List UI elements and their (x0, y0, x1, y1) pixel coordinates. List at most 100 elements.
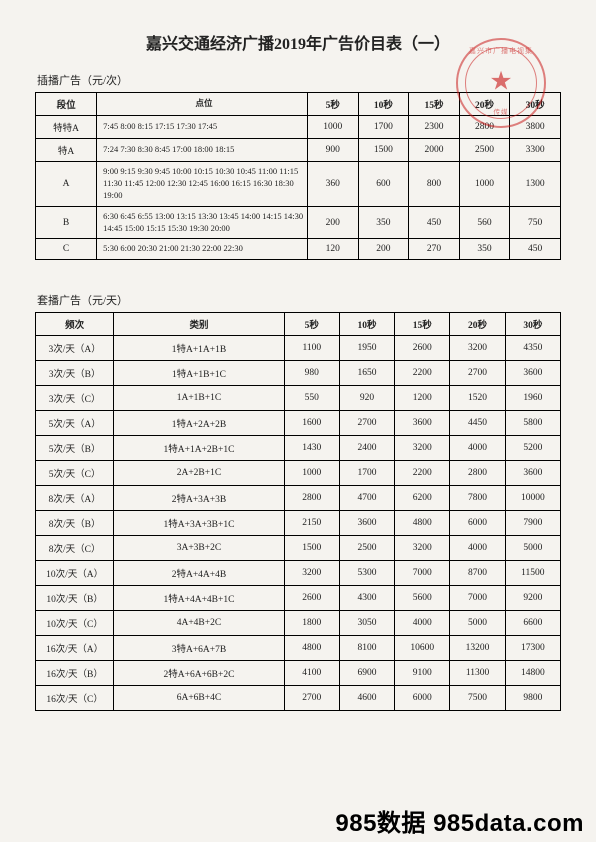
th2-20s: 20秒 (450, 313, 505, 336)
cell-freq: 8次/天（C） (36, 536, 114, 561)
th2-5s: 5秒 (284, 313, 339, 336)
cell-value: 5200 (505, 436, 560, 461)
cell-value: 4100 (284, 661, 339, 686)
cell-value: 3050 (339, 611, 394, 636)
cell-freq: 5次/天（C） (36, 461, 114, 486)
cell-value: 1000 (459, 162, 510, 207)
cell-value: 360 (307, 162, 358, 207)
cell-value: 4000 (395, 611, 450, 636)
red-seal: ★ 嘉兴市广播电视集 传媒 (456, 38, 546, 128)
cell-value: 4600 (339, 686, 394, 711)
cell-value: 4000 (450, 536, 505, 561)
cell-value: 9200 (505, 586, 560, 611)
cell-value: 11500 (505, 561, 560, 586)
cell-value: 2600 (284, 586, 339, 611)
cell-value: 11300 (450, 661, 505, 686)
cell-value: 6600 (505, 611, 560, 636)
cell-value: 6000 (395, 686, 450, 711)
cell-value: 4350 (505, 336, 560, 361)
cell-category: 3A+3B+2C (114, 536, 284, 561)
th-10s: 10秒 (358, 93, 409, 116)
th-segment: 段位 (36, 93, 97, 116)
table-row: 3次/天（B）1特A+1B+1C9801650220027003600 (36, 361, 561, 386)
cell-times: 6:30 6:45 6:55 13:00 13:15 13:30 13:45 1… (97, 206, 308, 239)
star-icon: ★ (489, 67, 512, 97)
cell-value: 6900 (339, 661, 394, 686)
cell-freq: 8次/天（A） (36, 486, 114, 511)
cell-category: 1特A+1A+2B+1C (114, 436, 284, 461)
table-row: 8次/天（B）1特A+3A+3B+1C21503600480060007900 (36, 511, 561, 536)
cell-value: 9800 (505, 686, 560, 711)
cell-value: 2400 (339, 436, 394, 461)
cell-freq: 3次/天（A） (36, 336, 114, 361)
cell-category: 2特A+6A+6B+2C (114, 661, 284, 686)
cell-value: 1800 (284, 611, 339, 636)
cell-category: 1特A+1A+1B (114, 336, 284, 361)
table-row: A9:00 9:15 9:30 9:45 10:00 10:15 10:30 1… (36, 162, 561, 207)
cell-category: 4A+4B+2C (114, 611, 284, 636)
cell-value: 350 (358, 206, 409, 239)
cell-value: 2600 (395, 336, 450, 361)
cell-value: 270 (409, 239, 460, 260)
cell-category: 2特A+3A+3B (114, 486, 284, 511)
cell-value: 1300 (510, 162, 561, 207)
th-times: 点位 (97, 93, 308, 116)
cell-value: 980 (284, 361, 339, 386)
cell-segment: 特A (36, 139, 97, 162)
cell-value: 1200 (395, 386, 450, 411)
cell-value: 7500 (450, 686, 505, 711)
cell-value: 4300 (339, 586, 394, 611)
cell-value: 9100 (395, 661, 450, 686)
cell-value: 8700 (450, 561, 505, 586)
cell-value: 14800 (505, 661, 560, 686)
table-row: 10次/天（C）4A+4B+2C18003050400050006600 (36, 611, 561, 636)
cell-value: 2150 (284, 511, 339, 536)
cell-freq: 10次/天（B） (36, 586, 114, 611)
cell-segment: B (36, 206, 97, 239)
cell-value: 1650 (339, 361, 394, 386)
cell-value: 3600 (505, 361, 560, 386)
cell-freq: 10次/天（C） (36, 611, 114, 636)
cell-value: 1520 (450, 386, 505, 411)
cell-value: 450 (409, 206, 460, 239)
cell-value: 200 (307, 206, 358, 239)
cell-value: 1100 (284, 336, 339, 361)
table-row: C5:30 6:00 20:30 21:00 21:30 22:00 22:30… (36, 239, 561, 260)
table-row: 5次/天（B）1特A+1A+2B+1C14302400320040005200 (36, 436, 561, 461)
cell-value: 550 (284, 386, 339, 411)
cell-value: 4700 (339, 486, 394, 511)
cell-freq: 16次/天（A） (36, 636, 114, 661)
cell-value: 2300 (409, 116, 460, 139)
package-ad-table: 频次 类别 5秒 10秒 15秒 20秒 30秒 3次/天（A）1特A+1A+1… (35, 312, 561, 711)
cell-value: 10600 (395, 636, 450, 661)
cell-value: 5000 (505, 536, 560, 561)
cell-value: 1500 (358, 139, 409, 162)
cell-value: 17300 (505, 636, 560, 661)
th-15s: 15秒 (409, 93, 460, 116)
cell-value: 560 (459, 206, 510, 239)
cell-value: 1600 (284, 411, 339, 436)
cell-category: 1特A+3A+3B+1C (114, 511, 284, 536)
cell-freq: 5次/天（B） (36, 436, 114, 461)
watermark-text: 985数据 985data.com (335, 803, 584, 838)
cell-freq: 5次/天（A） (36, 411, 114, 436)
th2-10s: 10秒 (339, 313, 394, 336)
cell-category: 2A+2B+1C (114, 461, 284, 486)
cell-value: 900 (307, 139, 358, 162)
cell-times: 7:45 8:00 8:15 17:15 17:30 17:45 (97, 116, 308, 139)
cell-value: 4450 (450, 411, 505, 436)
cell-value: 120 (307, 239, 358, 260)
seal-text-bottom: 传媒 (458, 106, 544, 116)
cell-value: 8100 (339, 636, 394, 661)
cell-category: 1特A+4A+4B+1C (114, 586, 284, 611)
table-row: 3次/天（C）1A+1B+1C550920120015201960 (36, 386, 561, 411)
cell-freq: 3次/天（B） (36, 361, 114, 386)
cell-value: 2700 (450, 361, 505, 386)
cell-times: 5:30 6:00 20:30 21:00 21:30 22:00 22:30 (97, 239, 308, 260)
cell-value: 1950 (339, 336, 394, 361)
th2-30s: 30秒 (505, 313, 560, 336)
cell-value: 2700 (284, 686, 339, 711)
th-5s: 5秒 (307, 93, 358, 116)
cell-value: 10000 (505, 486, 560, 511)
cell-value: 2000 (409, 139, 460, 162)
